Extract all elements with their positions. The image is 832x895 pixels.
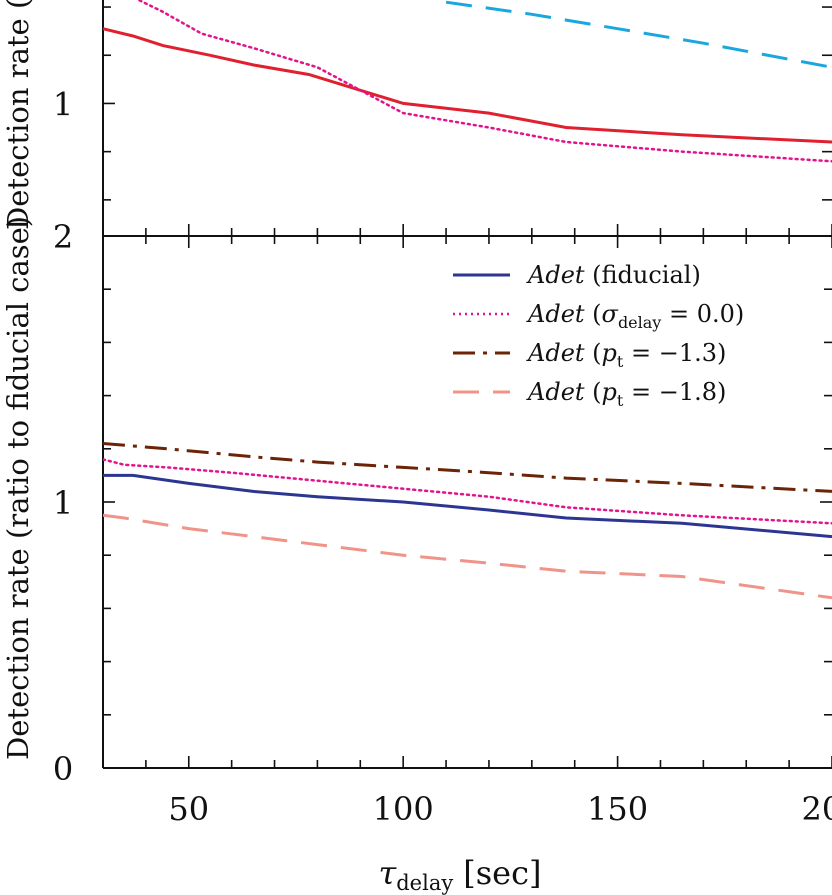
series-line: [103, 513, 832, 600]
y-tick-label: 0: [53, 750, 73, 788]
series-line: [136, 0, 832, 163]
bottom-panel: 0 1 2 50 100 150 200 Adet (fiducial) Adet (σdela…: [53, 218, 832, 828]
legend-label: Adet (fiducial): [526, 261, 701, 289]
legend-label: Adet (pt = −1.8): [526, 378, 726, 410]
x-axis-unit: [sec]: [463, 854, 541, 892]
x-tick-label: 150: [587, 790, 648, 828]
y-tick-label: 1: [53, 484, 73, 522]
legend-label: Adet (pt = −1.3): [526, 339, 726, 371]
series-line: [103, 27, 832, 144]
series-line: [445, 0, 832, 69]
y-tick-label: 2: [53, 218, 73, 256]
top-y-axis-label: Detection rate (: [1, 0, 35, 230]
series-line: [103, 442, 832, 493]
x-axis-subscript: delay: [396, 871, 453, 895]
x-tick-label: 100: [373, 790, 434, 828]
legend: Adet (fiducial) Adet (σdelay = 0.0) Adet (…: [453, 261, 744, 410]
series-line: [103, 473, 832, 539]
x-axis-symbol: τ: [379, 854, 398, 892]
legend-label: Adet (σdelay = 0.0): [526, 300, 744, 332]
axis-labels: Detection rate ( Detection rate (ratio t…: [1, 0, 541, 895]
x-tick-label: 50: [168, 790, 209, 828]
bottom-y-axis-label: Detection rate (ratio to fiducial case): [1, 216, 35, 760]
y-tick-label: 1: [53, 85, 73, 123]
series-line: [103, 458, 832, 525]
top-panel: 1: [53, 0, 832, 248]
x-tick-label: 200: [801, 790, 832, 828]
x-axis-label: τdelay [sec]: [379, 854, 542, 895]
